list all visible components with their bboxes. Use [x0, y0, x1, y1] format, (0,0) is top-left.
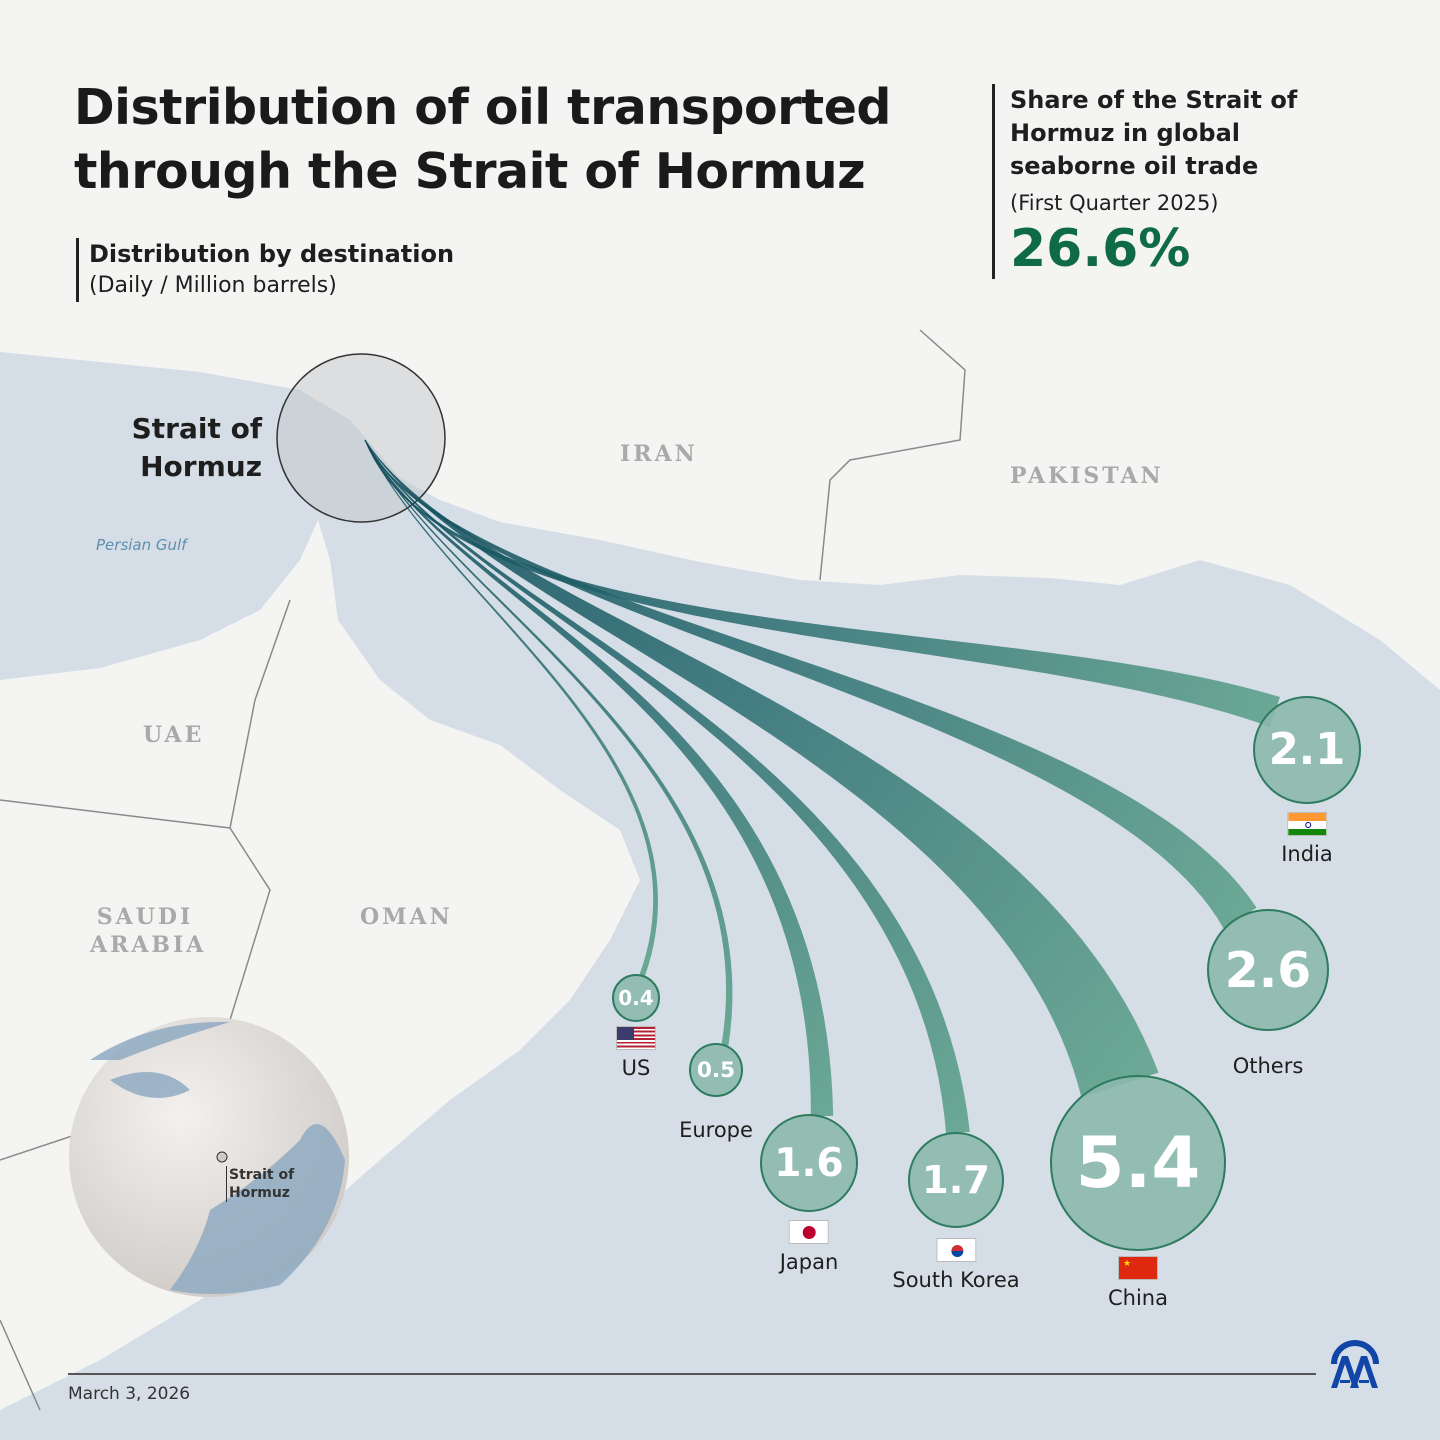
share-period: (First Quarter 2025)	[1010, 191, 1219, 215]
value-bubble-south-korea: 1.7	[908, 1132, 1004, 1228]
label-persian-gulf: Persian Gulf	[96, 536, 187, 554]
flow-india	[364, 439, 1280, 727]
label-iran: IRAN	[620, 441, 698, 467]
destination-name: India	[1281, 842, 1333, 866]
destination-name: Europe	[679, 1118, 753, 1142]
label-saudi-arabia: SAUDI ARABIA	[90, 904, 207, 958]
land-arabia-oman	[0, 520, 640, 1410]
label-pakistan: PAKISTAN	[1010, 463, 1164, 489]
label-oman: OMAN	[360, 904, 453, 930]
destination-us: US	[616, 1026, 656, 1080]
destination-name: South Korea	[892, 1268, 1020, 1292]
label-strait: Strait of Hormuz	[131, 412, 262, 483]
label-uae: UAE	[143, 722, 205, 748]
share-heading: Share of the Strait of Hormuz in global …	[1010, 86, 1298, 180]
china-flag-icon: ★	[1118, 1256, 1158, 1280]
subtitle-unit: (Daily / Million barrels)	[89, 273, 337, 298]
footer-date: March 3, 2026	[68, 1384, 191, 1404]
value-us: 0.4	[618, 986, 654, 1010]
destination-china: ★ China	[1108, 1256, 1168, 1310]
title-line-2: through the Strait of Hormuz	[74, 143, 866, 200]
footer-divider	[68, 1373, 1316, 1375]
land-iran-pakistan	[0, 0, 1440, 690]
flow-china	[364, 439, 1159, 1098]
value-china: 5.4	[1075, 1122, 1201, 1204]
value-bubble-us: 0.4	[612, 974, 660, 1022]
title-line-1: Distribution of oil transported	[74, 79, 892, 136]
value-bubble-china: 5.4	[1050, 1075, 1226, 1251]
destination-name: China	[1108, 1286, 1168, 1310]
page-title: Distribution of oil transported through …	[74, 76, 892, 204]
subtitle-heading: Distribution by destination	[89, 240, 455, 268]
flow-ribbons	[364, 439, 1280, 1135]
south-korea-flag-icon	[936, 1238, 976, 1262]
destination-name: Japan	[779, 1250, 839, 1274]
destination-name: Others	[1232, 1054, 1304, 1078]
value-bubble-japan: 1.6	[760, 1114, 858, 1212]
subtitle: Distribution by destination (Daily / Mil…	[76, 238, 454, 302]
destination-europe: Europe	[679, 1118, 753, 1142]
destination-name: US	[621, 1056, 651, 1080]
value-others: 2.6	[1224, 941, 1312, 999]
value-south-korea: 1.7	[921, 1157, 990, 1203]
destination-india: India	[1281, 812, 1333, 866]
value-bubble-europe: 0.5	[689, 1043, 743, 1097]
value-japan: 1.6	[774, 1140, 844, 1186]
globe-strait-marker	[216, 1151, 228, 1163]
strait-highlight-circle	[276, 353, 446, 523]
destination-south-korea: South Korea	[892, 1238, 1020, 1292]
value-bubble-india: 2.1	[1253, 696, 1361, 804]
value-europe: 0.5	[696, 1057, 736, 1083]
destination-japan: Japan	[779, 1220, 839, 1274]
japan-flag-icon	[788, 1220, 829, 1244]
us-flag-icon	[616, 1026, 656, 1050]
destination-others: Others	[1233, 1054, 1304, 1078]
globe-ocean	[90, 1021, 345, 1294]
value-india: 2.1	[1268, 725, 1346, 775]
share-value: 26.6%	[1010, 219, 1191, 279]
value-bubble-others: 2.6	[1207, 909, 1329, 1031]
globe-label: Strait of Hormuz	[226, 1166, 296, 1202]
india-flag-icon	[1286, 812, 1327, 836]
share-box: Share of the Strait of Hormuz in global …	[992, 84, 1322, 279]
aa-logo	[1331, 1340, 1379, 1388]
